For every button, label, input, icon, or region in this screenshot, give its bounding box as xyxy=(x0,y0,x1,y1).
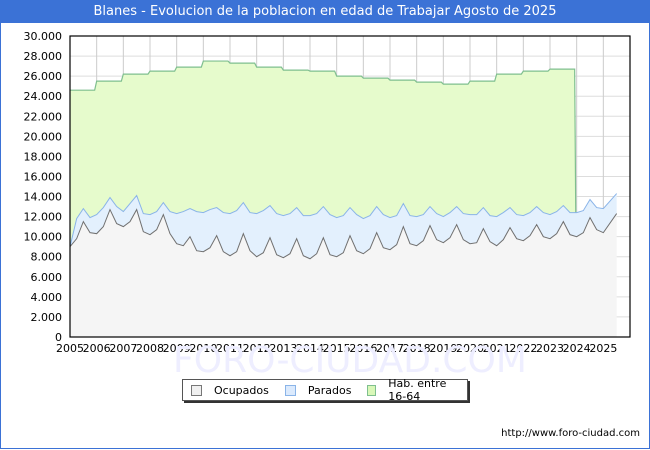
y-tick-label: 12.000 xyxy=(24,211,63,224)
x-tick-label: 2009 xyxy=(163,342,191,355)
x-tick-label: 2022 xyxy=(509,342,537,355)
parados-swatch-icon xyxy=(284,384,296,396)
y-tick-label: 8.000 xyxy=(31,251,63,264)
y-tick-label: 20.000 xyxy=(24,130,63,143)
y-tick-label: 10.000 xyxy=(24,231,63,244)
x-tick-label: 2007 xyxy=(109,342,137,355)
x-tick-label: 2011 xyxy=(216,342,244,355)
chart-legend: Ocupados Parados Hab. entre 16-64 xyxy=(182,377,468,403)
source-url: http://www.foro-ciudad.com xyxy=(501,428,640,439)
x-tick-label: 2006 xyxy=(83,342,111,355)
y-tick-label: 2.000 xyxy=(31,311,63,324)
x-tick-label: 2015 xyxy=(323,342,351,355)
x-tick-label: 2025 xyxy=(589,342,617,355)
legend-label-hab: Hab. entre 16-64 xyxy=(388,377,447,403)
y-tick-label: 22.000 xyxy=(24,110,63,123)
x-tick-label: 2013 xyxy=(269,342,297,355)
y-tick-label: 24.000 xyxy=(24,90,63,103)
legend-label-parados: Parados xyxy=(307,383,352,397)
y-tick-label: 4.000 xyxy=(31,291,63,304)
chart-title: Blanes - Evolucion de la poblacion en ed… xyxy=(0,0,650,23)
legend-item-hab: Hab. entre 16-64 xyxy=(367,377,459,403)
x-tick-label: 2010 xyxy=(189,342,217,355)
y-tick-label: 26.000 xyxy=(24,70,63,83)
y-tick-label: 28.000 xyxy=(24,50,63,63)
hab-swatch-icon xyxy=(367,384,377,396)
legend-item-ocupados: Ocupados xyxy=(191,384,269,397)
x-tick-label: 2020 xyxy=(456,342,484,355)
x-tick-label: 2016 xyxy=(349,342,377,355)
y-tick-label: 16.000 xyxy=(24,170,63,183)
x-tick-label: 2014 xyxy=(296,342,324,355)
x-tick-label: 2019 xyxy=(429,342,457,355)
x-tick-label: 2012 xyxy=(243,342,271,355)
y-tick-label: 18.000 xyxy=(24,150,63,163)
x-tick-label: 2021 xyxy=(483,342,511,355)
watermark: FORO-CIUDAD.COM xyxy=(173,340,527,381)
y-tick-label: 30.000 xyxy=(24,30,63,43)
ocupados-swatch-icon xyxy=(191,384,202,396)
x-tick-label: 2023 xyxy=(536,342,564,355)
x-tick-label: 2017 xyxy=(376,342,404,355)
y-tick-label: 6.000 xyxy=(31,271,63,284)
y-tick-label: 14.000 xyxy=(24,191,63,204)
x-tick-label: 2005 xyxy=(56,342,84,355)
legend-item-parados: Parados xyxy=(284,383,352,397)
chart-plot: 0 2.000 4.000 6.000 8.000 10.000 12.000 14.000 1… xyxy=(24,30,631,381)
x-tick-label: 2018 xyxy=(403,342,431,355)
x-tick-label: 2008 xyxy=(136,342,164,355)
y-tick-label: 0 xyxy=(55,331,62,344)
x-tick-label: 2024 xyxy=(563,342,591,355)
legend-label-ocupados: Ocupados xyxy=(214,383,269,397)
